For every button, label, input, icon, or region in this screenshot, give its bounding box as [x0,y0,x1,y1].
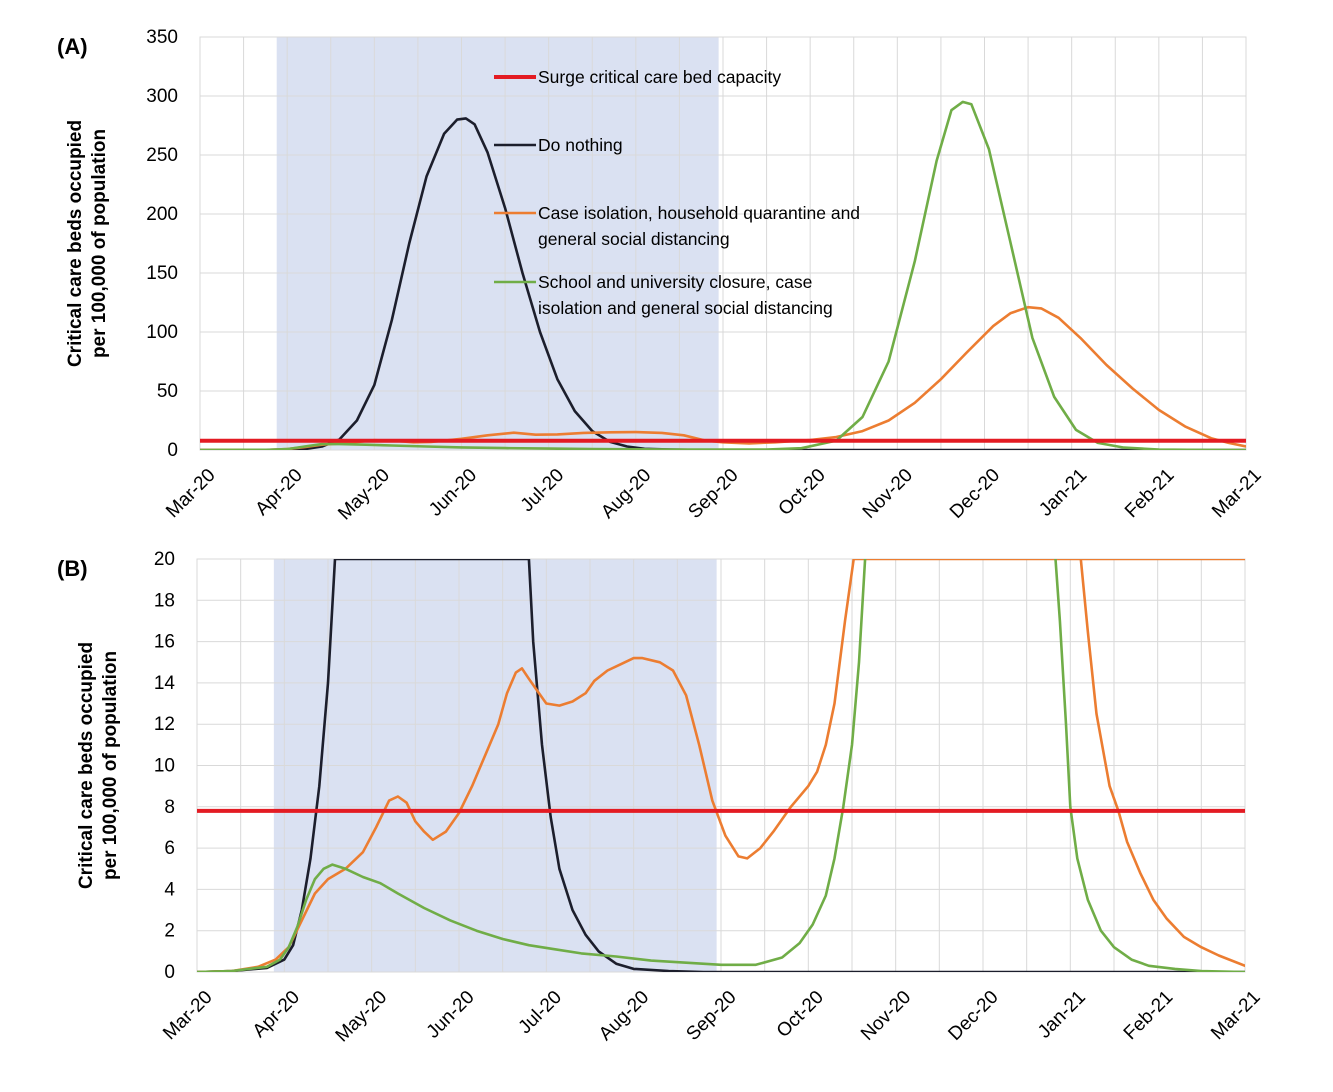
y-tick-label: 50 [157,381,178,402]
y-tick-label: 250 [146,145,178,166]
y-axis-title-line-2: per 100,000 of population [100,651,121,880]
y-tick-label: 0 [167,440,178,461]
x-tick-label: Nov-20 [857,987,915,1045]
y-tick-label: 16 [154,632,175,653]
panel-a: 0 50 100 150 200 250 300 350 Mar-20 Apr-20 May-20 J… [57,27,1266,524]
y-tick-label: 8 [164,797,175,818]
legend-label: Case isolation, household quarantine and [538,203,860,223]
x-tick-label: Apr-20 [249,987,304,1042]
x-tick-label: Dec-20 [946,465,1004,523]
y-tick-label: 0 [164,962,175,983]
x-tick-label: Oct-20 [773,987,828,1042]
y-tick-label: 100 [146,322,178,343]
y-tick-label: 20 [154,549,175,570]
legend-label: Do nothing [538,135,623,155]
y-axis-title-line-1: Critical care beds occupied [76,642,97,889]
y-tick-label: 200 [146,204,178,225]
series-group [197,559,1245,972]
y-tick-label: 4 [164,879,175,900]
x-tick-label: Mar-21 [1208,465,1265,522]
x-tick-label: Sep-20 [682,987,740,1045]
x-tick-label: Sep-20 [684,465,742,523]
y-tick-label: 150 [146,263,178,284]
y-tick-label: 350 [146,27,178,48]
legend-do-nothing: Do nothing [494,135,623,155]
x-tick-label: Dec-20 [944,987,1002,1045]
x-tick-label: Oct-20 [775,465,830,520]
x-tick-label: Feb-21 [1120,987,1177,1044]
x-tick-label: May-20 [334,465,394,525]
series-line [197,559,1245,972]
series-line [1054,559,1245,972]
x-tick-label: Jun-20 [423,987,479,1043]
x-tick-label: Aug-20 [595,987,653,1045]
series-line [197,559,1245,972]
x-tick-label: Apr-20 [252,465,307,520]
legend-school-closure: School and university closure, case isola… [494,272,833,318]
y-tick-label: 6 [164,838,175,859]
x-tick-label: Jun-20 [425,465,481,521]
series-line [1079,559,1245,968]
x-tick-label: Jul-20 [515,987,566,1038]
legend-label: general social distancing [538,229,730,249]
y-tick-label: 300 [146,86,178,107]
y-tick-label: 14 [154,673,176,694]
legend-case-isolation: Case isolation, household quarantine and… [494,203,860,249]
legend-label: isolation and general social distancing [538,298,833,318]
y-axis-title: Critical care beds occupied per 100,000 o… [76,642,121,889]
x-tick-label: Mar-20 [162,465,219,522]
x-tick-label: Jan-21 [1035,465,1091,521]
panel-label: (A) [57,34,88,59]
x-tick-label: May-20 [332,987,392,1047]
x-tick-label: Mar-21 [1207,987,1264,1044]
legend-label: Surge critical care bed capacity [538,67,781,87]
x-tick-label: Jul-20 [517,465,568,516]
y-axis-title: Critical care beds occupied per 100,000 o… [65,120,110,367]
legend-label: School and university closure, case [538,272,812,292]
x-tick-label: Mar-20 [159,987,216,1044]
y-tick-label: 18 [154,590,175,611]
x-tick-label: Aug-20 [597,465,655,523]
panel-b: 0 2 4 6 8 10 12 14 16 18 20 Mar-20 Apr-20 May-20 Jun-2… [57,549,1265,1046]
y-axis-title-line-1: Critical care beds occupied [65,120,86,367]
x-tick-label: Jan-21 [1034,987,1090,1043]
panel-label: (B) [57,556,88,581]
x-tick-label: Nov-20 [859,465,917,523]
x-tick-label: Feb-21 [1121,465,1178,522]
series-line [200,100,1246,450]
y-tick-label: 12 [154,714,175,735]
y-tick-label: 2 [164,921,175,942]
legend-capacity: Surge critical care bed capacity [494,67,781,87]
series-line [197,559,867,972]
y-axis-title-line-2: per 100,000 of population [89,129,110,358]
intervention-shaded-region [276,37,719,450]
y-tick-label: 10 [154,756,175,777]
